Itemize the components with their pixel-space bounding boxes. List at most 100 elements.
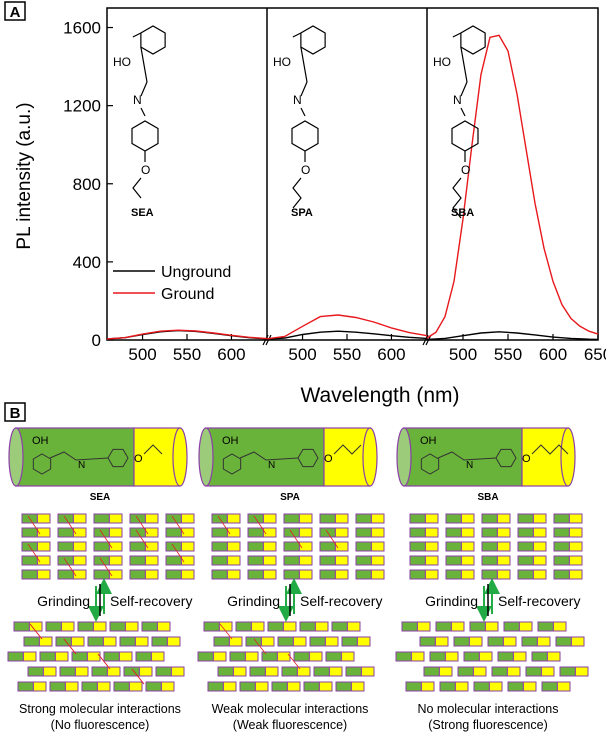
- stacked-cylinder: [57, 555, 87, 566]
- cylinder-green-segment: [113, 681, 130, 692]
- cylinder-yellow-segment: [502, 636, 517, 647]
- stacked-cylinder: [211, 513, 241, 524]
- imine-double-bond: [460, 81, 468, 97]
- cylinder-yellow-segment: [72, 527, 87, 538]
- self-recovery-label: Self-recovery: [110, 593, 192, 609]
- cylinder-yellow-segment: [512, 651, 527, 662]
- cylinder-green-segment: [319, 513, 336, 524]
- cylinder-green-segment: [151, 636, 168, 647]
- disordered-cylinder: [487, 636, 517, 647]
- cylinder-yellow-segment: [226, 527, 241, 538]
- cylinder-green-segment: [553, 569, 570, 580]
- series-line-sea-ground: [106, 329, 268, 340]
- disordered-cylinder: [555, 636, 585, 647]
- panel-b-column-sba: OH N O SBA Grinding Self-recovery No molecular…: [395, 427, 589, 732]
- disordered-cylinder: [249, 666, 279, 677]
- legend: Unground Ground: [113, 264, 231, 303]
- mini-ring-1: [222, 453, 242, 475]
- stacked-cylinder: [355, 527, 385, 538]
- grinding-label: Grinding: [425, 593, 478, 609]
- cylinder-green-segment: [537, 621, 554, 632]
- stacked-cylinder: [517, 541, 547, 552]
- cylinder-green-segment: [93, 569, 110, 580]
- mini-o-label: O: [134, 453, 143, 465]
- y-tick-label: 0: [92, 331, 101, 350]
- disordered-cylinder: [261, 651, 291, 662]
- cylinder-yellow-segment: [410, 651, 425, 662]
- cylinder-yellow-segment: [370, 569, 385, 580]
- cylinder-yellow-segment: [226, 569, 241, 580]
- cylinder-yellow-segment: [262, 569, 277, 580]
- cylinder-green-segment: [319, 569, 336, 580]
- stacked-cylinder: [247, 569, 277, 580]
- cylinder-yellow-segment: [54, 651, 69, 662]
- stacked-cylinder: [21, 527, 51, 538]
- interaction-link: [217, 515, 231, 535]
- cylinder-green-segment: [481, 527, 498, 538]
- stacked-cylinder: [445, 513, 475, 524]
- disordered-cylinder: [145, 681, 175, 692]
- mini-imine-link: [437, 451, 497, 461]
- cylinder-yellow-segment: [144, 527, 159, 538]
- stacked-cylinder: [517, 569, 547, 580]
- cylinder-yellow-segment: [450, 621, 465, 632]
- disordered-cylinder: [217, 666, 247, 677]
- disordered-cylinder: [541, 681, 571, 692]
- stacked-cylinder: [553, 527, 583, 538]
- stacked-cylinder: [247, 541, 277, 552]
- stacked-cylinder: [211, 541, 241, 552]
- cylinder-green-segment: [283, 513, 300, 524]
- cylinder-yellow-segment: [334, 541, 349, 552]
- stacked-cylinder: [553, 569, 583, 580]
- cylinder-green-segment: [401, 621, 418, 632]
- cylinder-green-segment: [123, 666, 140, 677]
- cylinder-green-segment: [299, 621, 316, 632]
- x-axis-label: Wavelength (nm): [300, 384, 459, 407]
- cylinder-yellow-segment: [260, 636, 275, 647]
- mini-imine-link: [239, 451, 299, 461]
- cylinder-yellow-segment: [96, 681, 111, 692]
- cylinder-green-segment: [211, 541, 228, 552]
- stacked-cylinder: [481, 527, 511, 538]
- disordered-cylinder: [491, 666, 521, 677]
- cylinder-green-segment: [445, 527, 462, 538]
- cylinder-green-segment: [21, 569, 38, 580]
- stacked-cylinder: [409, 569, 439, 580]
- stacked-cylinder: [93, 527, 123, 538]
- stacked-cylinder: [93, 513, 123, 524]
- cylinder-yellow-segment: [370, 527, 385, 538]
- cylinder-yellow-segment: [72, 555, 87, 566]
- cylinder-yellow-segment: [356, 636, 371, 647]
- cylinder-green-segment: [435, 621, 452, 632]
- stacked-cylinder: [445, 541, 475, 552]
- cylinder-yellow-segment: [144, 541, 159, 552]
- interaction-link: [135, 515, 149, 535]
- cylinder-yellow-segment: [438, 666, 453, 677]
- cylinder-yellow-segment: [546, 651, 561, 662]
- cylinder-green-segment: [409, 569, 426, 580]
- oh-bond: [292, 32, 302, 38]
- cylinder-green-segment: [129, 541, 146, 552]
- axis-break-mark: [262, 334, 269, 346]
- cylinder-yellow-segment: [226, 541, 241, 552]
- axis-break-mark: [265, 334, 272, 346]
- x-tick-label: 650: [584, 345, 606, 364]
- stacked-cylinder: [211, 555, 241, 566]
- mini-oh-label: OH: [420, 435, 437, 447]
- cylinder-green-segment: [445, 541, 462, 552]
- cylinder-green-segment: [445, 569, 462, 580]
- interaction-link: [219, 623, 233, 640]
- cylinder-green-segment: [211, 569, 228, 580]
- cylinder-green-segment: [21, 527, 38, 538]
- cylinder-yellow-segment: [92, 621, 107, 632]
- big-cylinder-right-cap: [362, 427, 378, 487]
- cylinder-yellow-segment: [540, 666, 555, 677]
- cylinder-green-segment: [247, 541, 264, 552]
- stacked-cylinder: [445, 527, 475, 538]
- disordered-cylinder: [507, 681, 537, 692]
- cylinder-yellow-segment: [180, 555, 195, 566]
- compound-label-b-spa: SPA: [280, 492, 300, 503]
- cylinder-yellow-segment: [424, 527, 439, 538]
- disordered-cylinder: [27, 666, 57, 677]
- imine-double-bond: [140, 81, 148, 97]
